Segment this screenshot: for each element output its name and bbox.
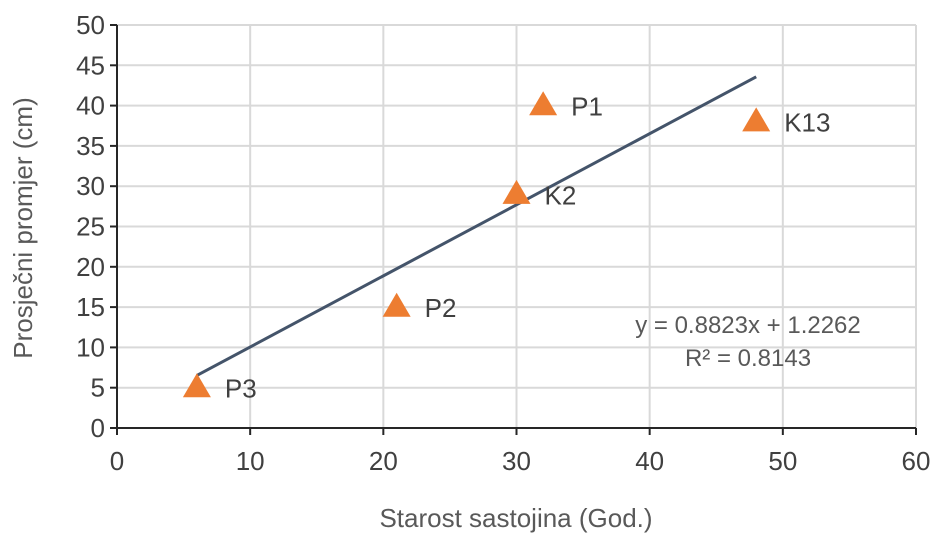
trendline-group: [196, 75, 757, 377]
data-point-k13: [742, 107, 771, 132]
y-tick-label: 5: [91, 373, 105, 403]
y-axis-tick-labels: 0 5 10 15 20 25 30 35 40 45 50: [76, 10, 105, 443]
y-tick-label: 25: [76, 212, 105, 242]
data-points: [182, 91, 771, 398]
y-tick-label: 40: [76, 91, 105, 121]
x-tick-label: 40: [635, 446, 664, 476]
trendline-r-squared: R² = 0.8143: [685, 345, 811, 372]
trendline: [196, 75, 757, 377]
y-tick-label: 45: [76, 50, 105, 80]
y-tick-label: 0: [91, 413, 105, 443]
data-point-p2: [382, 292, 411, 317]
x-tick-label: 60: [902, 446, 931, 476]
x-tick-label: 20: [369, 446, 398, 476]
x-tick-label: 10: [236, 446, 265, 476]
point-label-k13: K13: [784, 108, 830, 138]
y-tick-label: 20: [76, 252, 105, 282]
y-tick-label: 30: [76, 171, 105, 201]
point-label-p2: P2: [425, 293, 457, 323]
x-axis-title: Starost sastojina (God.): [379, 503, 652, 533]
x-axis-tick-labels: 0 10 20 30 40 50 60: [110, 446, 931, 476]
point-labels: P3 P2 K2 P1 K13: [225, 92, 831, 404]
x-tick-label: 50: [768, 446, 797, 476]
x-tick-label: 0: [110, 446, 124, 476]
trendline-equation: y = 0.8823x + 1.2262: [635, 312, 861, 339]
y-tick-label: 50: [76, 10, 105, 40]
y-tick-label: 10: [76, 332, 105, 362]
x-tick-label: 30: [502, 446, 531, 476]
point-label-p1: P1: [571, 92, 603, 122]
y-tick-label: 15: [76, 292, 105, 322]
axes: [110, 24, 917, 435]
data-point-p3: [182, 373, 211, 398]
point-label-k2: K2: [545, 180, 577, 210]
y-tick-label: 35: [76, 131, 105, 161]
data-point-p1: [529, 91, 558, 116]
point-label-p3: P3: [225, 374, 257, 404]
data-point-k2: [502, 179, 531, 204]
y-axis-title: Prosječni promjer (cm): [8, 97, 38, 359]
